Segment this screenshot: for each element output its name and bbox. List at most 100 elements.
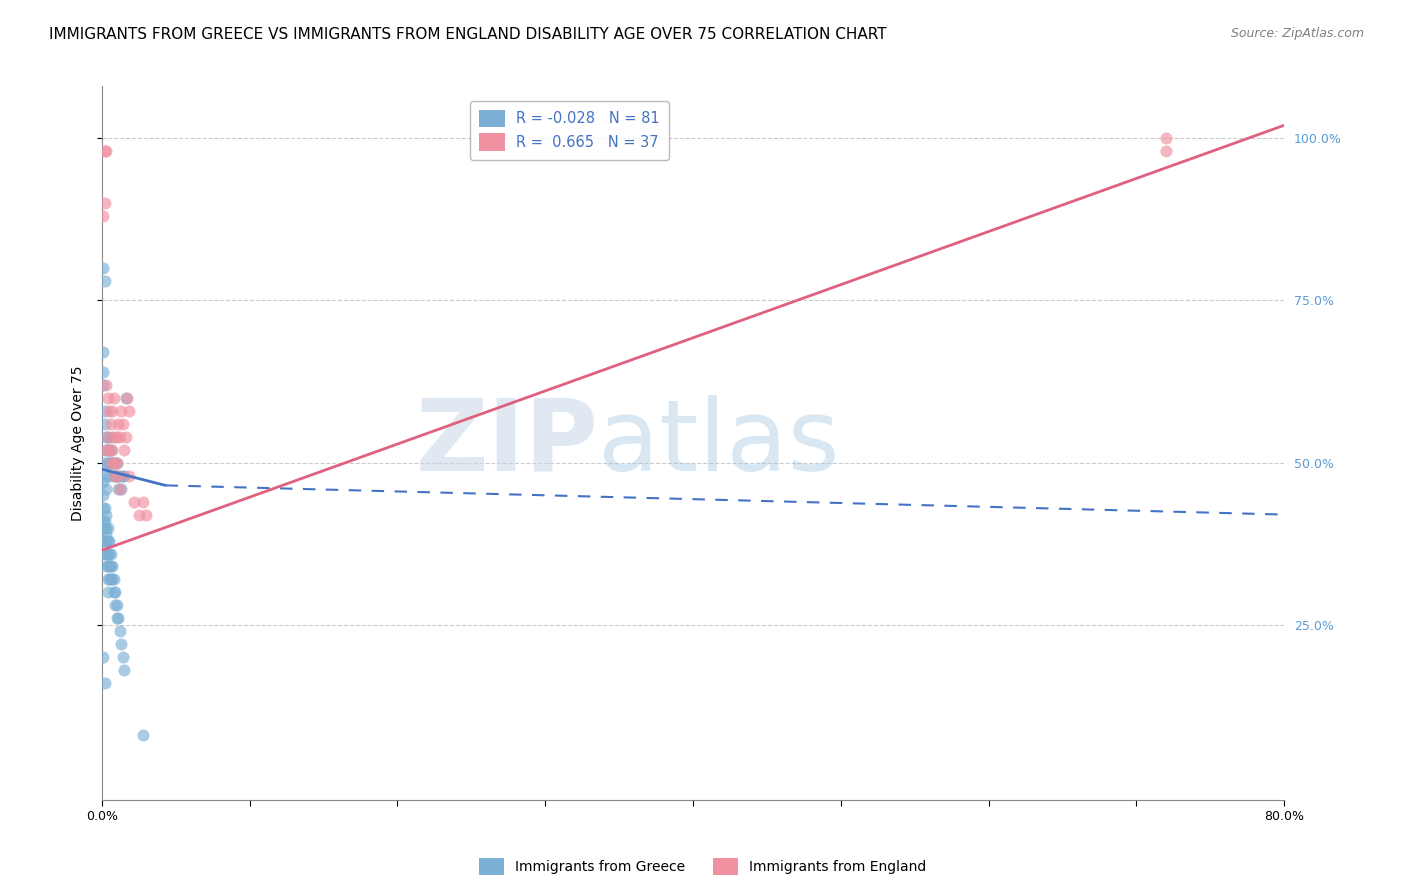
Point (101, 456, 124, 470)
Point (96, 482, 118, 496)
Point (108, 624, 131, 639)
Point (112, 442, 135, 457)
Point (96, 442, 118, 457)
Point (100, 456, 122, 470)
Point (97, 430, 120, 444)
Point (98, 404, 121, 418)
Point (104, 468, 127, 483)
Point (108, 430, 131, 444)
Point (135, 508, 157, 522)
Point (97, 456, 120, 470)
Point (117, 468, 139, 483)
Point (93, 377, 115, 392)
Point (98, 547, 121, 561)
Point (105, 599, 128, 613)
Point (124, 494, 146, 508)
Point (100, 442, 122, 457)
Text: atlas: atlas (599, 395, 841, 491)
Point (96, 145, 118, 159)
Point (104, 468, 127, 483)
Point (97, 585, 120, 599)
Point (111, 417, 134, 431)
Point (100, 573, 122, 587)
Point (96, 547, 118, 561)
Legend: Immigrants from Greece, Immigrants from England: Immigrants from Greece, Immigrants from … (474, 853, 932, 880)
Point (110, 482, 132, 496)
Point (98, 573, 121, 587)
Point (93, 650, 115, 665)
Point (104, 585, 127, 599)
Point (93, 501, 115, 516)
Point (98, 456, 121, 470)
Point (103, 391, 125, 405)
Point (97, 442, 120, 457)
Point (98, 442, 121, 457)
Point (100, 559, 122, 574)
Point (97, 391, 120, 405)
Point (128, 508, 150, 522)
Point (101, 573, 124, 587)
Point (114, 430, 136, 444)
Point (100, 417, 122, 431)
Point (103, 468, 125, 483)
Point (103, 456, 125, 470)
Point (98, 533, 121, 548)
Point (94, 404, 117, 418)
Point (97, 573, 120, 587)
Point (105, 468, 128, 483)
Text: ZIP: ZIP (416, 395, 599, 491)
Point (96, 520, 118, 534)
Point (94, 533, 117, 548)
Point (104, 456, 127, 470)
Point (96, 559, 118, 574)
Point (105, 456, 128, 470)
Point (104, 599, 127, 613)
Point (94, 547, 117, 561)
Point (114, 391, 136, 405)
Text: Source: ZipAtlas.com: Source: ZipAtlas.com (1230, 27, 1364, 40)
Point (93, 514, 115, 528)
Point (110, 637, 132, 651)
Point (100, 456, 122, 470)
Point (93, 209, 115, 223)
Point (94, 145, 117, 159)
Point (101, 430, 124, 444)
Point (107, 611, 129, 625)
Point (101, 442, 124, 457)
Point (96, 508, 118, 522)
Point (112, 468, 135, 483)
Point (97, 430, 120, 444)
Point (96, 533, 118, 548)
Point (93, 488, 115, 502)
Y-axis label: Disability Age Over 75: Disability Age Over 75 (72, 366, 86, 521)
Point (100, 456, 122, 470)
Point (97, 547, 120, 561)
Point (93, 520, 115, 534)
Point (94, 274, 117, 288)
Point (107, 482, 129, 496)
Point (111, 650, 134, 665)
Point (94, 501, 117, 516)
Point (103, 573, 125, 587)
Point (112, 663, 135, 677)
Point (107, 468, 129, 483)
Point (104, 430, 127, 444)
Point (96, 527, 118, 541)
Point (105, 430, 128, 444)
Point (96, 377, 118, 392)
Legend: R = -0.028   N = 81, R =  0.665   N = 37: R = -0.028 N = 81, R = 0.665 N = 37 (470, 101, 669, 160)
Point (108, 468, 131, 483)
Point (94, 514, 117, 528)
Point (108, 482, 131, 496)
Point (101, 559, 124, 574)
Point (94, 456, 117, 470)
Point (96, 430, 118, 444)
Point (94, 417, 117, 431)
Point (98, 442, 121, 457)
Point (93, 475, 115, 490)
Point (1154, 145, 1177, 159)
Point (94, 196, 117, 211)
Point (103, 456, 125, 470)
Point (98, 468, 121, 483)
Point (115, 391, 138, 405)
